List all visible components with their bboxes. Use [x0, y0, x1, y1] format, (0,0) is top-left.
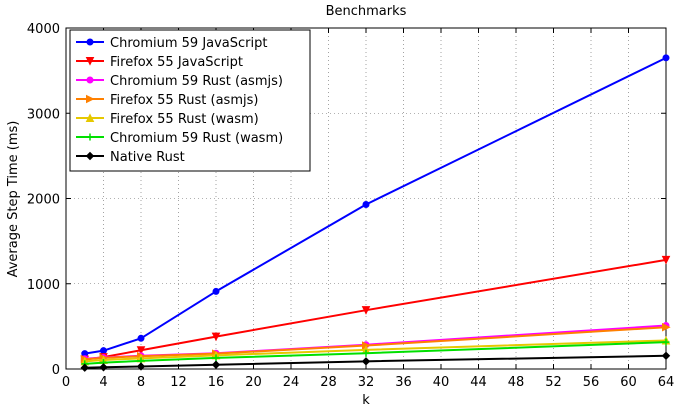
legend-label: Firefox 55 Rust (asmjs)	[110, 93, 258, 108]
data-point	[662, 54, 670, 62]
series-line	[84, 339, 667, 363]
series-7	[80, 351, 671, 372]
y-axis-label: Average Step Time (ms)	[6, 121, 21, 278]
data-point	[362, 200, 370, 208]
legend-item: Chromium 59 Rust (wasm)	[76, 131, 283, 146]
x-tick-label: 48	[508, 375, 525, 390]
data-point	[212, 287, 220, 295]
chart-title: Benchmarks	[326, 4, 407, 19]
x-tick-label: 28	[320, 375, 337, 390]
x-tick-label: 64	[658, 375, 675, 390]
x-tick-label: 40	[433, 375, 450, 390]
data-point	[80, 363, 89, 372]
x-tick-label: 8	[137, 375, 145, 390]
legend-label: Native Rust	[110, 150, 185, 165]
legend-box	[69, 29, 311, 172]
data-point	[362, 349, 370, 357]
data-point	[661, 351, 671, 360]
data-point	[211, 360, 221, 369]
data-point	[661, 255, 671, 265]
x-tick-label: 32	[358, 375, 375, 390]
x-tick-label: 4	[99, 375, 107, 390]
series-6	[81, 338, 670, 368]
legend-label: Firefox 55 Rust (wasm)	[110, 112, 259, 127]
series-group	[80, 54, 671, 372]
legend-marker	[86, 133, 94, 141]
y-tick-label: 3000	[27, 107, 60, 122]
data-point	[100, 347, 107, 355]
data-point	[212, 354, 220, 362]
y-tick-label: 1000	[27, 278, 60, 293]
series-1	[81, 54, 670, 358]
data-point	[211, 332, 221, 342]
legend-item: Firefox 55 JavaScript	[76, 55, 243, 70]
data-point	[662, 322, 671, 332]
legend-label: Chromium 59 Rust (wasm)	[110, 131, 283, 146]
legend-marker	[85, 57, 95, 66]
legend-item: Chromium 59 JavaScript	[76, 36, 267, 51]
x-tick-label: 16	[208, 375, 225, 390]
y-tick-label: 0	[52, 363, 60, 378]
x-tick-label: 52	[545, 375, 562, 390]
legend-marker	[85, 151, 95, 161]
data-point	[136, 362, 146, 371]
data-point	[361, 306, 371, 315]
y-tick-label: 2000	[27, 193, 60, 208]
legend-marker	[86, 38, 94, 46]
legend-label: Chromium 59 JavaScript	[110, 36, 267, 51]
x-tick-label: 20	[245, 375, 262, 390]
legend-label: Chromium 59 Rust (asmjs)	[110, 74, 283, 89]
x-tick-label: 56	[583, 375, 600, 390]
legend-item: Firefox 55 Rust (wasm)	[76, 112, 259, 127]
legend-item: Native Rust	[76, 150, 185, 165]
x-tick-label: 44	[470, 375, 487, 390]
legend-marker	[86, 94, 95, 104]
x-tick-label: 60	[620, 375, 637, 390]
x-tick-label: 12	[170, 375, 187, 390]
y-tick-label: 4000	[27, 22, 60, 37]
axis-ticks: 0 4 8 12 16 20 24 28 32 36 40 44 48 52 56 60 64010002000…	[27, 22, 674, 390]
data-point	[137, 334, 145, 342]
x-axis-label: k	[362, 393, 370, 408]
legend-item: Chromium 59 Rust (asmjs)	[76, 74, 283, 89]
legend-item: Firefox 55 Rust (asmjs)	[76, 93, 258, 108]
data-point	[361, 357, 371, 366]
x-tick-label: 0	[62, 375, 70, 390]
data-point	[662, 338, 670, 346]
legend: Chromium 59 JavaScript Firefox 55 JavaScr…	[69, 29, 311, 172]
legend-marker	[86, 76, 94, 84]
x-tick-label: 36	[395, 375, 412, 390]
legend-label: Firefox 55 JavaScript	[110, 55, 243, 70]
legend-marker	[85, 113, 95, 122]
x-tick-label: 24	[283, 375, 300, 390]
data-point	[136, 346, 146, 355]
data-point	[99, 363, 108, 372]
